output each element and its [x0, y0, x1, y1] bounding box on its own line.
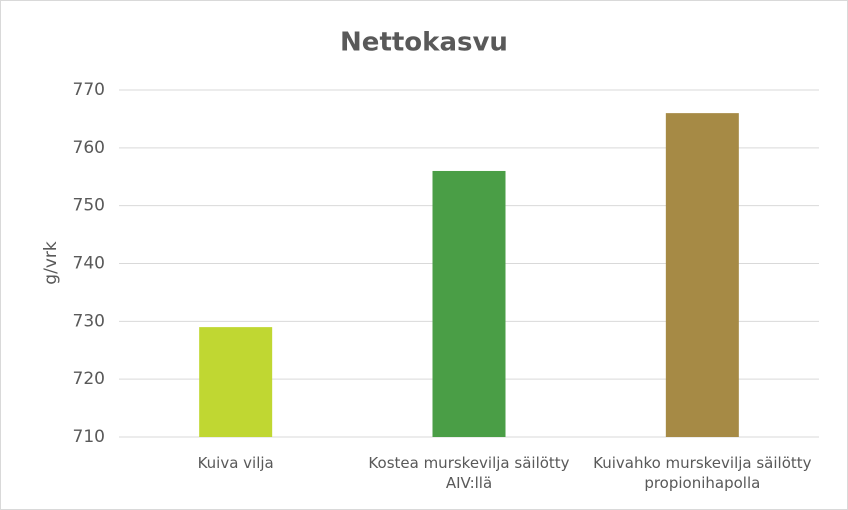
y-tick-label: 750: [73, 196, 105, 216]
x-tick-label: Kuivahko murskevilja säilötty propioniha…: [593, 454, 812, 492]
chart-title: Nettokasvu: [340, 28, 508, 58]
y-tick-label: 730: [73, 311, 105, 331]
bar: [432, 170, 506, 437]
x-tick-label: Kostea murskevilja säilötty AIV:llä: [368, 454, 570, 492]
y-tick-label: 740: [73, 254, 105, 274]
y-tick-label: 770: [73, 80, 105, 100]
x-tick-label: Kuiva vilja: [197, 454, 274, 472]
bar: [199, 327, 273, 437]
y-axis-label: g/vrk: [41, 241, 61, 285]
y-tick-label: 710: [73, 427, 105, 447]
y-tick-label: 720: [73, 369, 105, 389]
bar: [665, 113, 739, 437]
y-tick-label: 760: [73, 138, 105, 158]
